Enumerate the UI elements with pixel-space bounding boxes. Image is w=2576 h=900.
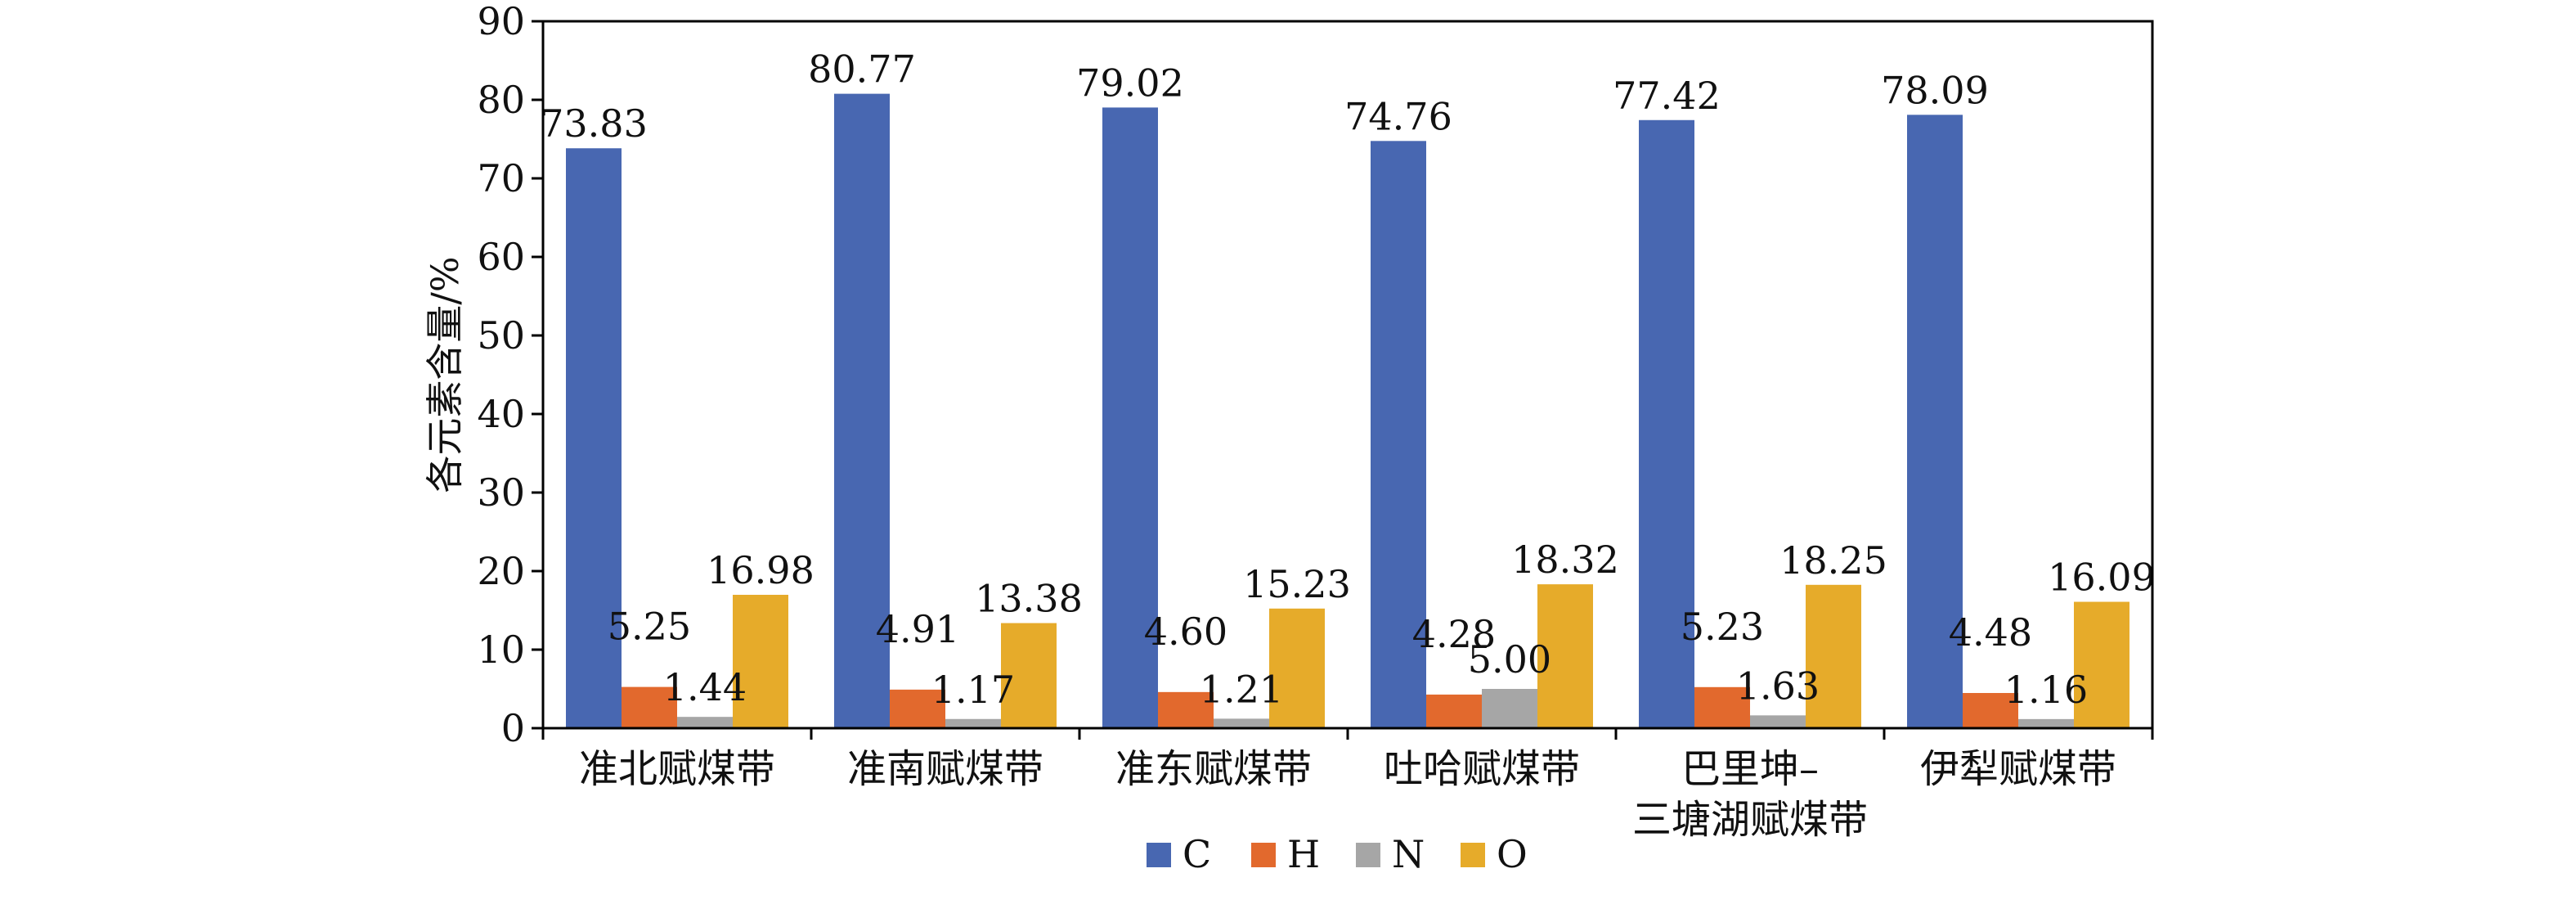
bar-C-5 <box>1907 115 1963 728</box>
data-label-H-3: 4.28 <box>1412 612 1496 656</box>
data-label-O-4: 18.25 <box>1779 538 1887 583</box>
bar-H-3 <box>1426 694 1482 728</box>
bar-H-2 <box>1158 691 1214 728</box>
data-labels-layer: 73.83 80.77 79.02 74.76 77.42 78.09 5.25 4.91 4.… <box>540 47 2156 712</box>
bars-layer <box>566 93 2129 728</box>
y-tick-label-4: 40 <box>477 392 525 436</box>
bar-C-2 <box>1102 107 1158 728</box>
y-tick-label-5: 50 <box>477 313 525 358</box>
data-label-C-1: 80.77 <box>808 47 916 92</box>
bar-N-0 <box>677 717 733 728</box>
data-label-C-2: 79.02 <box>1076 61 1184 105</box>
x-tick-label-1: 准南赋煤带 <box>847 746 1043 792</box>
data-label-H-5: 4.48 <box>1949 610 2032 655</box>
y-tick-label-9: 90 <box>477 0 525 43</box>
y-tick-label-8: 80 <box>477 78 525 122</box>
bar-H-4 <box>1694 686 1750 728</box>
bar-C-4 <box>1639 119 1694 728</box>
data-label-C-0: 73.83 <box>540 101 648 146</box>
y-tick-label-6: 60 <box>477 235 525 279</box>
bar-O-2 <box>1269 608 1325 728</box>
data-label-N-0: 1.44 <box>663 665 747 709</box>
x-tick-label-4: 巴里坤–三塘湖赋煤带 <box>1632 746 1868 843</box>
bar-O-5 <box>2074 601 2129 728</box>
data-label-H-4: 5.23 <box>1681 605 1764 649</box>
x-tick-label-2: 准东赋煤带 <box>1115 746 1312 792</box>
data-label-O-1: 13.38 <box>975 577 1083 621</box>
data-label-H-2: 4.60 <box>1144 610 1227 654</box>
data-label-N-2: 1.21 <box>1200 667 1283 711</box>
y-tick-label-1: 10 <box>477 628 525 672</box>
legend-swatch-H <box>1251 843 1276 867</box>
data-label-H-0: 5.25 <box>608 605 691 649</box>
x-axis: 准北赋煤带 准南赋煤带 准东赋煤带 吐哈赋煤带 巴里坤–三塘湖赋煤带 伊犁赋煤带 <box>541 728 2154 843</box>
bar-O-3 <box>1537 584 1593 728</box>
bar-O-4 <box>1806 584 1861 728</box>
legend-swatch-N <box>1356 843 1380 867</box>
bar-O-1 <box>1001 623 1057 728</box>
data-label-C-3: 74.76 <box>1344 94 1452 138</box>
y-tick-label-3: 30 <box>477 470 525 515</box>
legend-label-N: N <box>1392 832 1425 876</box>
data-label-O-5: 16.09 <box>2048 556 2156 600</box>
data-label-O-0: 16.98 <box>707 548 815 592</box>
x-tick-label-0: 准北赋煤带 <box>579 746 775 792</box>
bar-C-1 <box>834 93 890 728</box>
x-tick-label-3: 吐哈赋煤带 <box>1384 746 1580 792</box>
y-tick-label-7: 70 <box>477 156 525 200</box>
data-label-N-4: 1.63 <box>1736 664 1820 708</box>
y-tick-label-2: 20 <box>477 549 525 593</box>
data-label-N-3: 5.00 <box>1468 637 1551 682</box>
bar-N-4 <box>1750 715 1806 728</box>
data-label-C-5: 78.09 <box>1881 68 1989 112</box>
x-tick-label-5: 伊犁赋煤带 <box>1920 746 2116 792</box>
bar-N-3 <box>1482 689 1537 728</box>
y-axis: 0 10 20 30 40 50 60 70 80 90 <box>477 0 543 750</box>
bar-N-1 <box>945 718 1001 728</box>
legend-swatch-C <box>1147 843 1171 867</box>
data-label-N-1: 1.17 <box>931 668 1015 712</box>
bar-O-0 <box>733 594 788 728</box>
data-label-O-3: 18.32 <box>1511 538 1619 582</box>
data-label-H-1: 4.91 <box>876 607 959 651</box>
y-tick-label-0: 0 <box>501 706 525 750</box>
legend-label-O: O <box>1497 832 1528 876</box>
bar-N-2 <box>1214 718 1269 728</box>
bar-H-5 <box>1963 692 2018 728</box>
bar-C-0 <box>566 148 622 728</box>
bar-H-1 <box>890 689 945 728</box>
bar-N-5 <box>2018 718 2074 728</box>
bar-C-3 <box>1371 141 1426 728</box>
data-label-N-5: 1.16 <box>2004 668 2088 712</box>
y-axis-label: 各元素含量/% <box>423 256 467 493</box>
data-label-O-2: 15.23 <box>1243 562 1351 606</box>
data-label-C-4: 77.42 <box>1613 74 1721 118</box>
legend-label-C: C <box>1183 832 1211 876</box>
legend-label-H: H <box>1287 832 1320 876</box>
bar-H-0 <box>622 686 677 728</box>
legend-swatch-O <box>1461 843 1485 867</box>
